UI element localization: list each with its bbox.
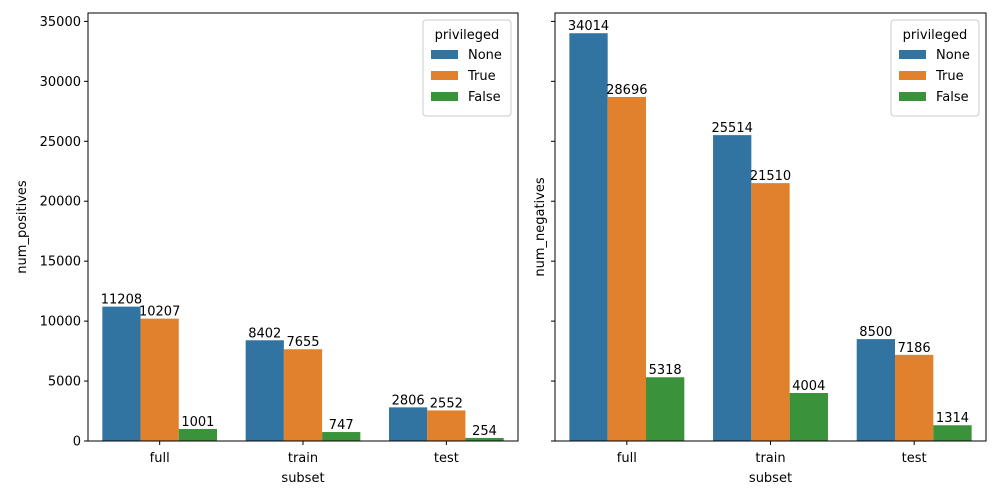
bar-false-full [645,377,685,441]
x-axis-label: subset [749,471,792,486]
x-tick-label: full [617,451,637,466]
legend-title: privileged [435,28,500,43]
bar-false-train [322,432,361,441]
bar-value-label: 21510 [750,169,791,184]
bar-value-label: 5318 [649,363,682,378]
bar-value-label: 2552 [430,396,463,411]
bar-true-test [895,354,934,441]
bar-value-label: 8402 [248,326,281,341]
bar-value-label: 2806 [392,393,425,408]
bar-false-train [789,392,828,441]
bar-value-label: 25514 [712,121,753,136]
bar-false-test [465,437,504,441]
x-axis-label: subset [281,471,324,486]
y-axis-label: num_positives [15,180,30,274]
y-tick-label: 35000 [40,15,81,30]
axes-frame [87,12,519,442]
y-tick-label: 15000 [40,255,81,270]
legend-label: None [468,48,502,63]
y-tick-label: 25000 [40,135,81,150]
bar-none-full [569,33,608,442]
legend-label: True [467,69,496,84]
bar-false-full [178,428,217,441]
legend-swatch-false [899,92,926,101]
bar-none-full [102,306,141,441]
bar-value-label: 7655 [286,335,319,350]
y-tick-label: 30000 [40,75,81,90]
bar-true-train [751,183,790,441]
chart-panel-1: 0 5000 10000 15000 20000 25000 30000 35000 11208… [15,12,519,486]
bar-value-label: 1001 [181,415,214,430]
legend-label: False [936,90,969,105]
legend: privileged None True False [890,19,980,117]
bar-value-label: 28696 [606,83,647,98]
y-tick-label: 0 [73,435,81,450]
axes-frame [554,12,987,442]
bar-true-test [427,410,466,441]
legend-swatch-true [899,71,926,80]
bar-value-label: 254 [472,424,497,439]
legend-title: privileged [903,28,968,43]
x-tick-label: full [150,451,170,466]
bar-value-label: 1314 [936,411,969,426]
y-tick-label: 5000 [48,375,81,390]
bar-none-test [856,339,896,441]
bar-value-label: 11208 [101,293,142,308]
x-tick-label: test [434,451,459,466]
legend-swatch-true [431,71,458,80]
y-tick-label: 10000 [40,315,81,330]
bar-value-label: 747 [329,418,354,433]
bar-true-train [283,349,323,441]
bar-none-train [245,340,284,441]
legend-swatch-false [431,92,458,101]
bar-none-train [713,135,752,442]
x-tick-label: test [902,451,927,466]
bar-none-test [389,407,428,441]
legend-swatch-none [431,50,458,59]
legend-swatch-none [899,50,926,59]
bar-true-full [607,96,646,442]
bar-true-full [140,318,179,441]
legend-label: True [935,69,964,84]
x-tick-label: train [288,451,318,466]
y-axis-label: num_negatives [533,177,548,276]
legend-label: False [468,90,501,105]
bar-value-label: 34014 [568,19,609,34]
legend: privileged None True False [422,19,512,117]
bar-value-label: 10207 [139,305,180,320]
chart-panel-2: 34014 25514 8500 28696 21510 7186 5318 4004 1314… [533,12,987,486]
legend-label: None [936,48,970,63]
bar-value-label: 4004 [792,379,825,394]
bar-value-label: 8500 [859,325,892,340]
x-tick-label: train [755,451,785,466]
y-tick-label: 20000 [40,195,81,210]
bar-false-test [933,425,972,441]
bar-value-label: 7186 [898,341,931,356]
